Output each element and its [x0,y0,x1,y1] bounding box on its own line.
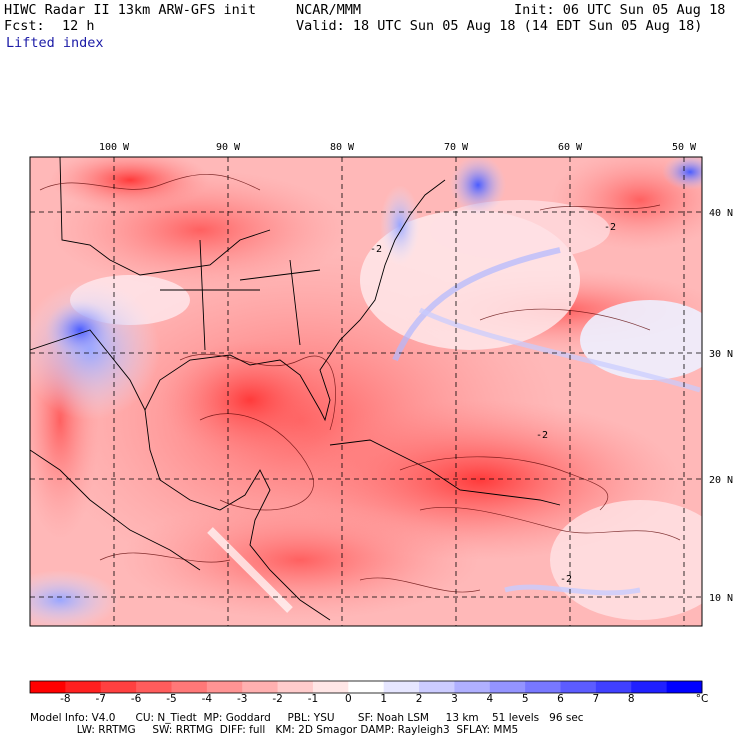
lat-label-40n: 40 N [709,208,733,219]
contour-label: -2 [536,430,548,441]
contour-label: -2 [370,244,382,255]
lon-label-80w: 80 W [330,142,355,153]
colorbar-swatch [242,681,279,693]
map-frame [29,156,703,627]
colorbar-swatch [595,681,632,693]
model-info-line1: Model Info: V4.0 CU: N_Tiedt MP: Goddard… [30,712,584,724]
colorbar-swatch [631,681,668,693]
init-time: Init: 06 UTC Sun 05 Aug 18 [514,2,726,18]
lat-lon-grid [30,157,702,626]
colorbar-swatch [30,681,66,693]
colorbar-tick-label: -3 [236,693,248,705]
colorbar-tick-label: 4 [486,693,494,705]
colorbar-tick-label: 6 [557,693,564,705]
contour-label: -2 [604,222,616,233]
colorbar-swatch [419,681,455,693]
institution-label: NCAR/MMM [296,2,362,18]
colorbar-swatch [666,681,703,693]
colorbar [29,680,703,694]
forecast-label: Fcst: [4,18,45,34]
colorbar-tick-label: -4 [201,693,213,705]
colorbar-tick-label: -7 [95,693,106,705]
lon-label-100w: 100 W [99,142,130,153]
colorbar-tick-label: 8 [627,693,635,705]
colorbar-unit: °C [695,693,709,705]
colorbar-swatch [525,681,562,693]
lon-label-90w: 90 W [216,142,241,153]
colorbar-swatch [383,681,420,693]
model-info-line2: LW: RRTMG SW: RRTMG DIFF: full KM: 2D Sm… [30,724,519,736]
colorbar-tick-label: 7 [592,693,600,705]
colorbar-swatch [489,681,526,693]
lifted-index-field [30,157,702,626]
colorbar-tick-label: 3 [451,693,458,705]
lat-label-10n: 10 N [709,593,733,604]
contour-label: -2 [560,574,572,585]
colorbar-swatch [348,681,385,693]
colorbar-tick-label: 2 [415,693,423,705]
colorbar-tick-label: 1 [380,693,388,705]
lat-label-30n: 30 N [709,349,733,360]
forecast-hour: 12 h [62,18,95,34]
lon-label-50w: 50 W [672,142,697,153]
coastlines [30,157,561,621]
colorbar-swatch [136,681,172,693]
colorbar-swatch [277,681,314,693]
colorbar-swatch [171,681,208,693]
colorbar-swatch [65,681,102,693]
model-title: HIWC Radar II 13km ARW-GFS init [4,2,256,18]
colorbar-swatch [454,681,491,693]
colorbar-tick-label: -6 [130,693,142,705]
colorbar-tick-label: -8 [60,693,71,705]
colorbar-swatch [206,681,243,693]
valid-time: Valid: 18 UTC Sun 05 Aug 18 (14 EDT Sun … [296,18,703,34]
lon-label-70w: 70 W [444,142,469,153]
lat-label-20n: 20 N [709,475,733,486]
lon-label-60w: 60 W [558,142,583,153]
colorbar-swatch [312,681,349,693]
colorbar-tick-label: 5 [521,693,529,705]
colorbar-frame [29,680,703,694]
colorbar-tick-label: 0 [344,693,352,705]
colorbar-tick-label: -5 [166,693,177,705]
colorbar-tick-label: -1 [307,693,319,705]
colorbar-swatch [560,681,597,693]
colorbar-tick-label: -2 [272,693,283,705]
colorbar-swatch [100,681,137,693]
field-name: Lifted index [6,35,104,51]
